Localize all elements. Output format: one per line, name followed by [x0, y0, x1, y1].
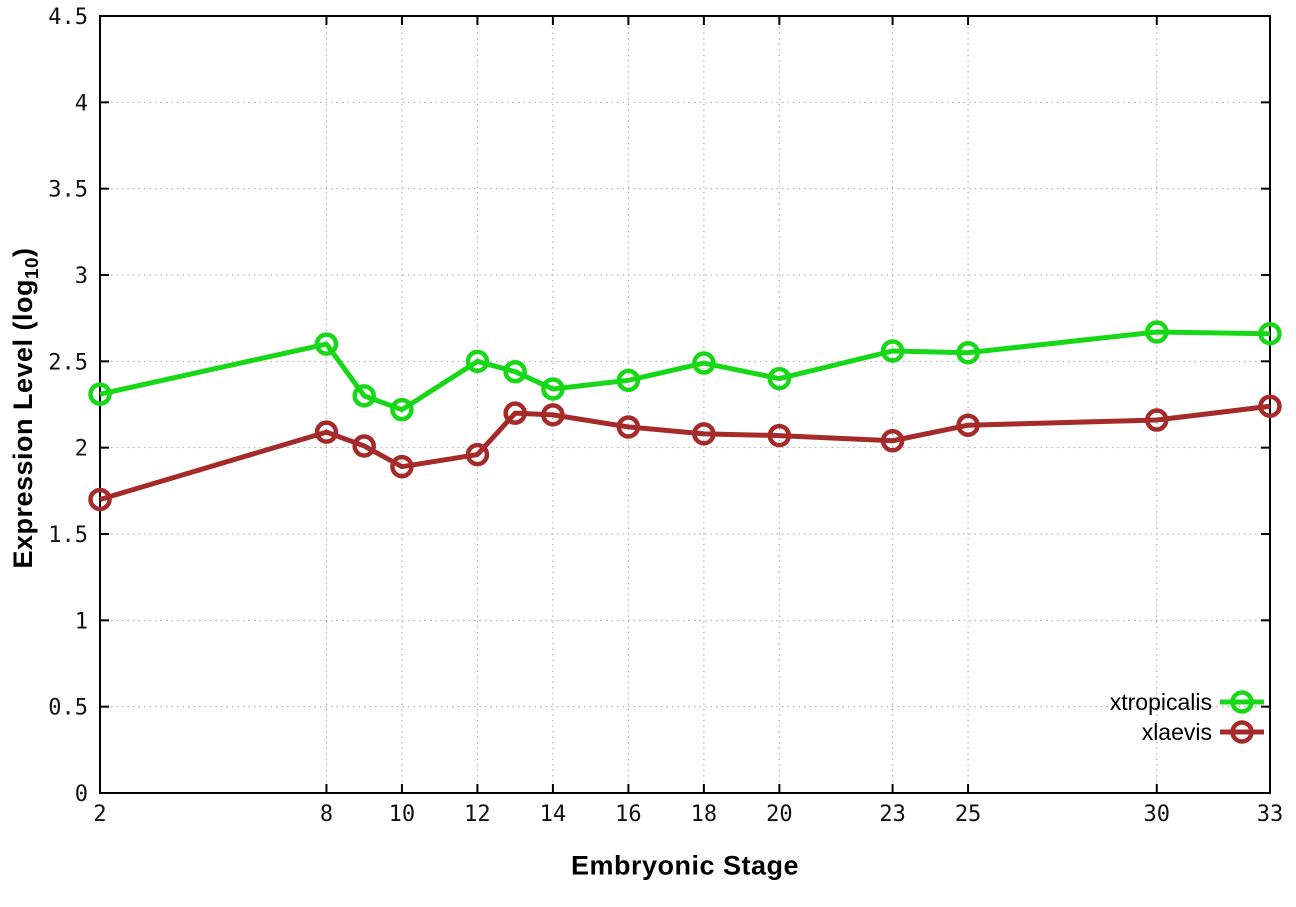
y-tick-label: 4: [75, 91, 88, 116]
data-point-xtropicalis: [880, 339, 905, 363]
data-point-xtropicalis: [616, 368, 641, 393]
y-tick-label: 2.5: [48, 350, 88, 375]
x-tick-label: 33: [1257, 802, 1284, 827]
y-axis-title-close: ): [7, 247, 38, 257]
data-point-xlaevis: [352, 434, 376, 458]
data-point-xlaevis: [616, 415, 641, 439]
data-point-xlaevis: [880, 429, 905, 453]
data-point-xlaevis: [314, 420, 339, 444]
data-point-xtropicalis: [503, 359, 527, 384]
data-point-xtropicalis: [390, 397, 414, 422]
data-point-xtropicalis: [1145, 320, 1169, 344]
data-point-xtropicalis: [692, 351, 716, 375]
series-line-xlaevis: [99, 403, 1271, 502]
legend-label: xtropicalis: [1110, 689, 1212, 715]
data-point-xlaevis: [1145, 408, 1169, 432]
x-tick-label: 25: [955, 802, 982, 827]
y-tick-label: 0.5: [48, 696, 88, 721]
data-point-xtropicalis: [767, 366, 792, 391]
data-point-xtropicalis: [314, 332, 339, 356]
plot-border: [99, 15, 1271, 794]
x-tick-label: 12: [464, 802, 491, 827]
x-tick-label: 14: [540, 802, 567, 827]
y-tick-label: 1: [75, 609, 88, 634]
y-axis-title-subscript: 10: [22, 256, 44, 279]
y-tick-label: 3: [75, 264, 88, 289]
y-axis-title-text: Expression Level (log: [7, 278, 38, 569]
legend-entry-xtropicalis: xtropicalis: [1110, 689, 1264, 715]
legend: xtropicalis xlaevis: [1110, 689, 1264, 745]
data-point-xlaevis: [541, 403, 565, 427]
x-tick-label: 18: [691, 802, 718, 827]
data-point-xtropicalis: [956, 340, 980, 365]
y-axis-title: Expression Level (log10): [8, 247, 44, 568]
y-tick-label: 3.5: [48, 178, 88, 203]
y-tick-label: 4.5: [48, 5, 88, 30]
x-tick-label: 10: [389, 802, 416, 827]
data-point-xlaevis: [503, 401, 527, 425]
x-tick-label: 20: [766, 802, 793, 827]
legend-entry-xlaevis: xlaevis: [1142, 719, 1264, 745]
data-point-xtropicalis: [465, 349, 490, 374]
data-point-xtropicalis: [1258, 321, 1282, 346]
data-point-xlaevis: [465, 442, 490, 467]
legend-marker-icon: [1230, 720, 1254, 744]
y-tick-label: 2: [75, 437, 88, 462]
legend-marker-icon: [1230, 690, 1254, 714]
x-tick-label: 23: [879, 802, 906, 827]
data-point-xlaevis: [1258, 394, 1282, 418]
y-tick-label: 0: [75, 782, 88, 807]
data-point-xlaevis: [88, 487, 112, 512]
x-tick-label: 16: [615, 802, 642, 827]
x-axis-title: Embryonic Stage: [570, 850, 800, 881]
legend-label: xlaevis: [1142, 719, 1212, 745]
data-point-xlaevis: [956, 413, 980, 437]
data-point-xtropicalis: [88, 382, 112, 406]
data-point-xlaevis: [767, 423, 792, 448]
y-tick-label: 1.5: [48, 523, 88, 548]
data-point-xtropicalis: [352, 384, 376, 408]
x-tick-label: 8: [320, 802, 333, 827]
data-point-xlaevis: [692, 422, 716, 446]
x-tick-label: 2: [93, 802, 106, 827]
series-line-xtropicalis: [99, 329, 1271, 413]
data-point-xlaevis: [390, 454, 414, 479]
x-tick-label: 30: [1144, 802, 1171, 827]
data-point-xtropicalis: [541, 377, 565, 401]
